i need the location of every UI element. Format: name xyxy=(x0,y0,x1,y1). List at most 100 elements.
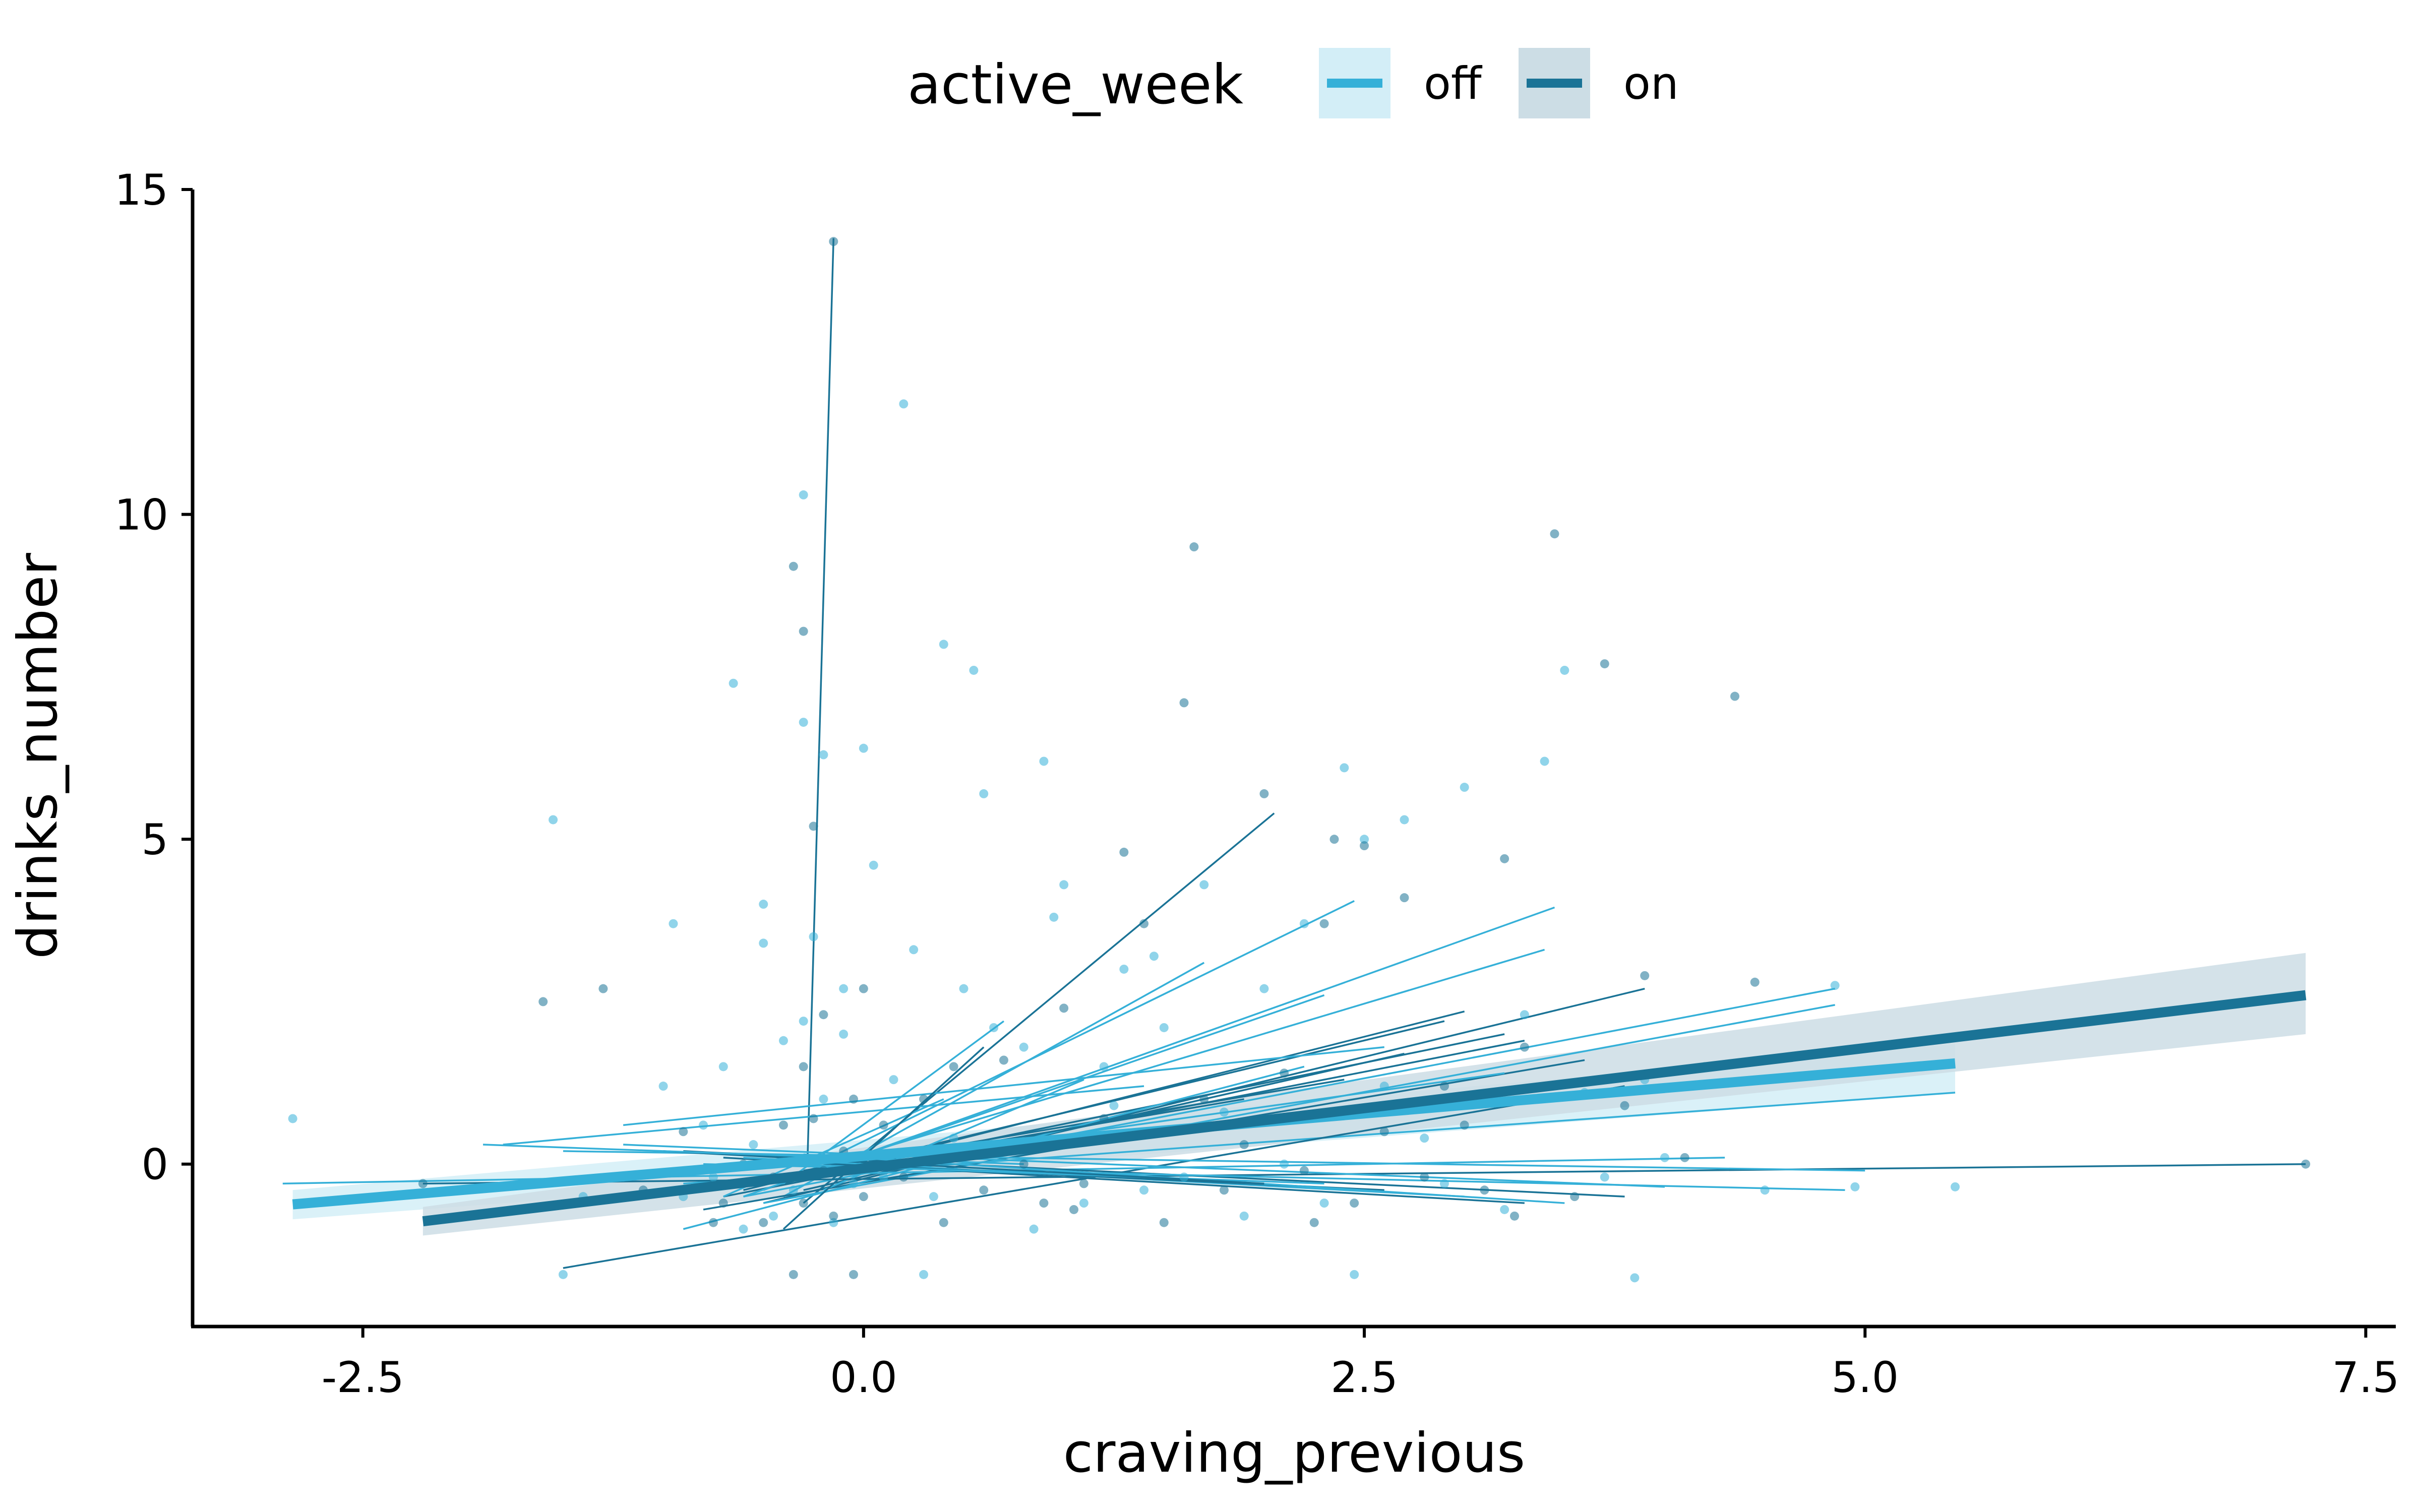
data-point-on xyxy=(1259,789,1269,798)
data-point-off xyxy=(839,984,849,993)
data-point-off xyxy=(989,1023,999,1032)
data-point-on xyxy=(1730,691,1739,701)
data-point-off xyxy=(939,640,948,649)
data-point-off xyxy=(699,1120,708,1130)
data-point-off xyxy=(1360,835,1369,844)
data-point-off xyxy=(1199,880,1209,890)
data-point-off xyxy=(759,900,768,909)
data-point-on xyxy=(799,1199,808,1208)
data-point-on xyxy=(1099,1114,1109,1123)
data-point-on xyxy=(799,1062,808,1072)
data-point-on xyxy=(1400,893,1409,903)
individual-line-off xyxy=(823,900,1355,1162)
individual-line-on xyxy=(806,238,835,1161)
individual-line-on xyxy=(782,1046,985,1230)
data-point-on xyxy=(1239,1140,1249,1150)
x-tick-label: 2.5 xyxy=(1330,1353,1398,1402)
data-point-off xyxy=(1500,1205,1509,1214)
legend-label: off xyxy=(1424,57,1483,109)
data-point-on xyxy=(849,1094,858,1104)
data-point-off xyxy=(799,1017,808,1026)
data-point-on xyxy=(708,1218,718,1227)
data-point-off xyxy=(1630,1273,1640,1283)
data-point-on xyxy=(1059,1003,1069,1013)
data-point-on xyxy=(1119,847,1129,857)
data-point-on xyxy=(1600,659,1609,669)
data-point-off xyxy=(778,1036,788,1045)
data-point-off xyxy=(1029,1224,1039,1234)
data-point-on xyxy=(1480,1185,1489,1195)
data-point-on xyxy=(1299,1166,1309,1175)
data-point-off xyxy=(1439,1179,1449,1188)
data-point-on xyxy=(949,1062,958,1072)
data-point-on xyxy=(1079,1179,1088,1188)
legend-entry-on: on xyxy=(1519,48,1679,118)
x-tick-label: 7.5 xyxy=(2332,1353,2400,1402)
data-point-off xyxy=(1830,981,1840,990)
y-tick-label: 15 xyxy=(114,165,168,215)
data-point-on xyxy=(879,1120,888,1130)
data-point-on xyxy=(1520,1042,1529,1052)
data-point-on xyxy=(829,1211,838,1221)
data-point-on xyxy=(1189,542,1199,552)
data-point-off xyxy=(1340,763,1349,773)
data-point-off xyxy=(549,815,558,825)
data-point-off xyxy=(1059,880,1069,890)
x-axis-title: craving_previous xyxy=(1063,1422,1526,1485)
data-point-on xyxy=(829,237,838,246)
data-point-off xyxy=(1520,1010,1529,1020)
data-point-off xyxy=(1600,1172,1609,1182)
data-point-on xyxy=(819,1010,828,1020)
data-point-off xyxy=(1119,964,1129,974)
data-point-off xyxy=(1019,1042,1028,1052)
data-point-on xyxy=(1510,1211,1519,1221)
data-point-off xyxy=(829,1218,838,1227)
data-point-off xyxy=(849,1179,858,1188)
data-point-off xyxy=(1109,1101,1119,1110)
data-point-on xyxy=(1069,1205,1078,1214)
data-point-on xyxy=(418,1179,428,1188)
data-point-on xyxy=(2301,1159,2311,1169)
data-point-on xyxy=(859,1192,868,1202)
data-point-on xyxy=(1439,1082,1449,1091)
data-point-on xyxy=(1500,854,1509,863)
data-point-off xyxy=(1159,1023,1169,1032)
data-point-off xyxy=(739,1224,748,1234)
data-point-on xyxy=(1550,529,1559,539)
axes: -2.5 0.0 2.5 5.0 7.5 0 5 10 15 xyxy=(114,165,2399,1402)
data-point-off xyxy=(1299,919,1309,928)
data-point-off xyxy=(899,399,909,409)
data-point-off xyxy=(919,1270,929,1279)
data-point-off xyxy=(949,1133,958,1143)
data-point-off xyxy=(1420,1133,1429,1143)
data-point-on xyxy=(759,1218,768,1227)
data-point-on xyxy=(1379,1127,1389,1137)
data-point-off xyxy=(1951,1182,1960,1191)
data-point-off xyxy=(799,490,808,499)
x-tick-label: -2.5 xyxy=(322,1353,404,1402)
data-point-on xyxy=(1570,1192,1580,1202)
legend-entry-off: off xyxy=(1319,48,1483,118)
data-point-off xyxy=(819,1094,828,1104)
data-point-off xyxy=(1219,1107,1229,1117)
individual-line-on xyxy=(663,1150,1264,1185)
data-point-on xyxy=(1620,1101,1629,1110)
individual-line-off xyxy=(563,1150,1865,1172)
data-point-off xyxy=(809,932,818,941)
data-point-off xyxy=(789,1185,798,1195)
y-tick-label: 5 xyxy=(142,815,168,864)
data-point-off xyxy=(1350,1270,1359,1279)
data-point-on xyxy=(939,1218,948,1227)
data-point-off xyxy=(558,1270,568,1279)
data-point-on xyxy=(809,822,818,831)
data-point-off xyxy=(1079,1199,1088,1208)
data-point-off xyxy=(729,678,738,688)
data-point-off xyxy=(909,945,919,955)
data-point-on xyxy=(1139,919,1149,928)
data-point-on xyxy=(1680,1153,1689,1162)
data-point-off xyxy=(1660,1153,1669,1162)
data-point-off xyxy=(288,1114,297,1123)
data-point-on xyxy=(809,1114,818,1123)
data-point-off xyxy=(1400,815,1409,825)
